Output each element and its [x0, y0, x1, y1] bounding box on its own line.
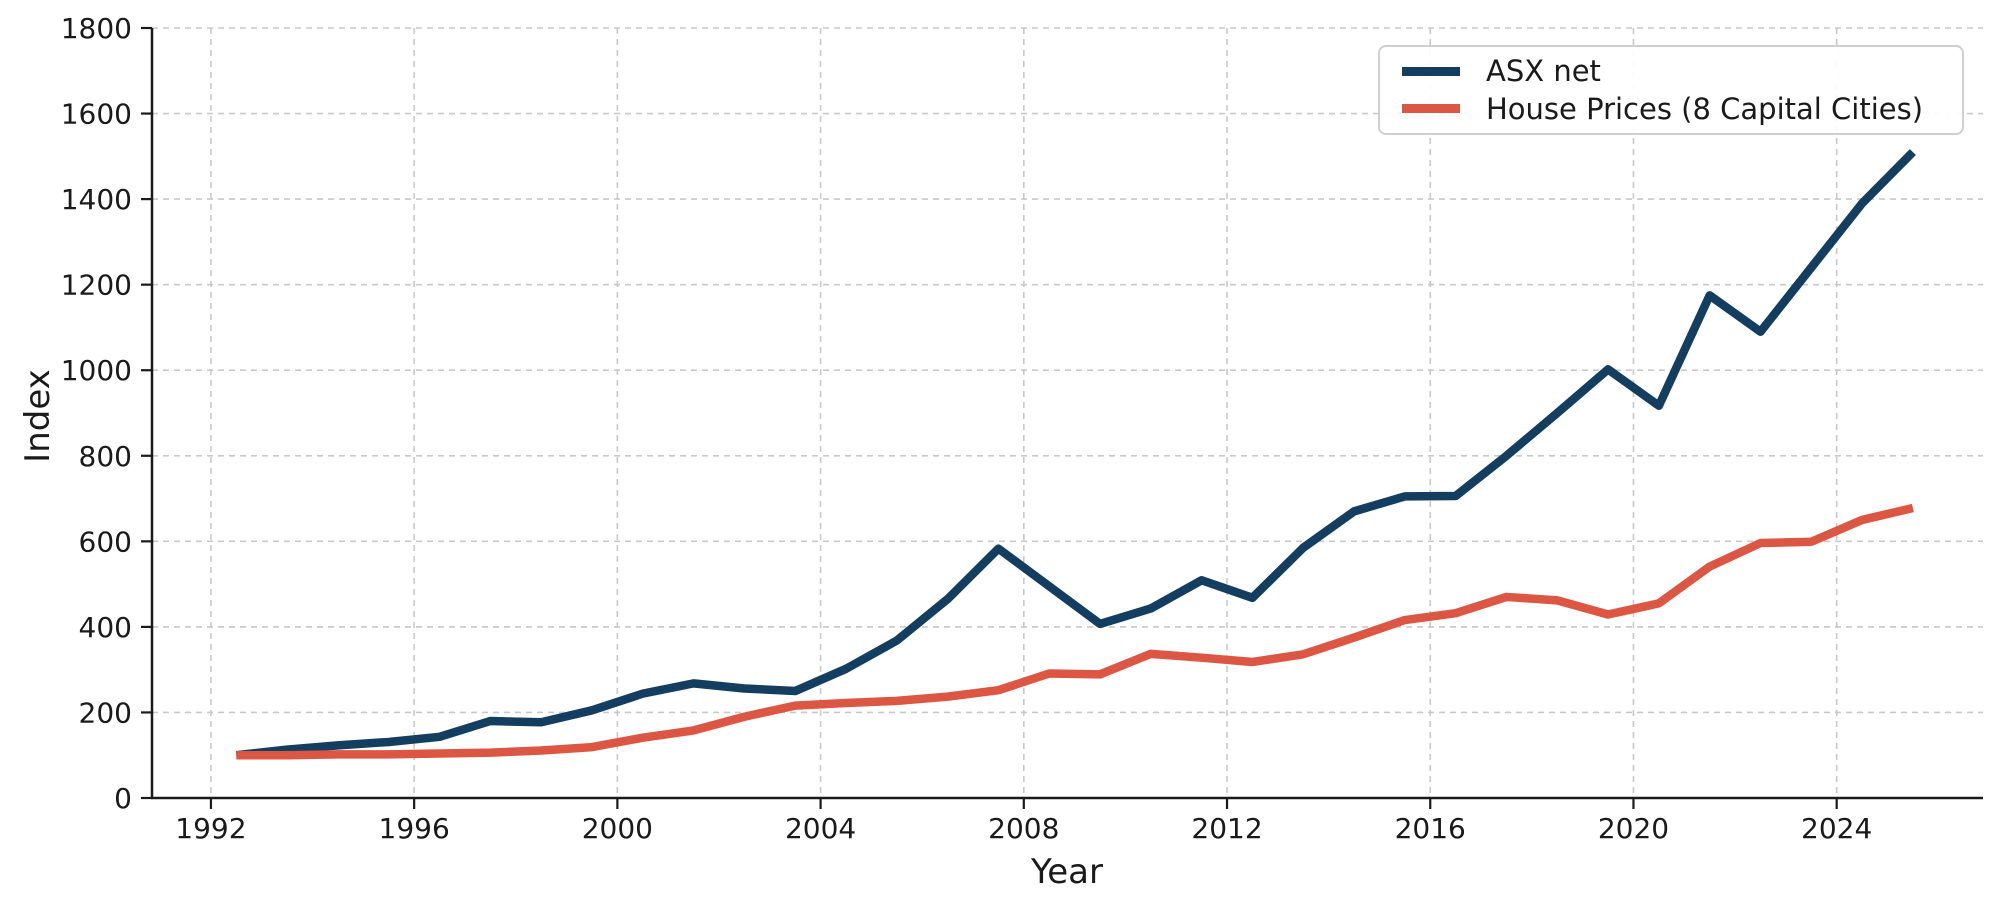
y-tick-label: 1800 [61, 12, 132, 45]
legend-label: ASX net [1486, 54, 1601, 89]
x-tick-label: 1992 [175, 812, 246, 845]
legend: ASX net House Prices (8 Capital Cities) [1378, 45, 1964, 135]
x-tick-label: 2008 [988, 812, 1059, 845]
asx-net-line [235, 149, 1916, 760]
legend-label: House Prices (8 Capital Cities) [1486, 91, 1924, 126]
asx-net-swatch-icon [1402, 66, 1460, 76]
y-tick-label: 0 [114, 782, 132, 815]
x-tick-label: 2024 [1801, 812, 1872, 845]
x-axis-title: Year [1031, 852, 1103, 892]
legend-entry-house-prices: House Prices (8 Capital Cities) [1380, 92, 1962, 126]
house-prices-line [236, 503, 1914, 760]
house-prices-swatch-icon [1402, 104, 1460, 114]
x-tick-label: 2020 [1598, 812, 1669, 845]
x-tick-label: 2000 [582, 812, 653, 845]
y-tick-label: 1400 [61, 183, 132, 216]
y-tick-label: 1000 [61, 354, 132, 387]
y-axis-title: Index [18, 369, 58, 463]
legend-entry-asx-net: ASX net [1380, 54, 1962, 88]
x-tick-label: 2016 [1395, 812, 1466, 845]
x-tick-label: 2012 [1191, 812, 1262, 845]
x-tick-label: 2004 [785, 812, 856, 845]
y-tick-label: 600 [79, 525, 132, 558]
y-tick-label: 200 [79, 696, 132, 729]
y-tick-label: 1600 [61, 98, 132, 131]
y-tick-label: 800 [79, 440, 132, 473]
x-tick-label: 1996 [379, 812, 450, 845]
y-tick-label: 1200 [61, 269, 132, 302]
y-tick-label: 400 [79, 611, 132, 644]
